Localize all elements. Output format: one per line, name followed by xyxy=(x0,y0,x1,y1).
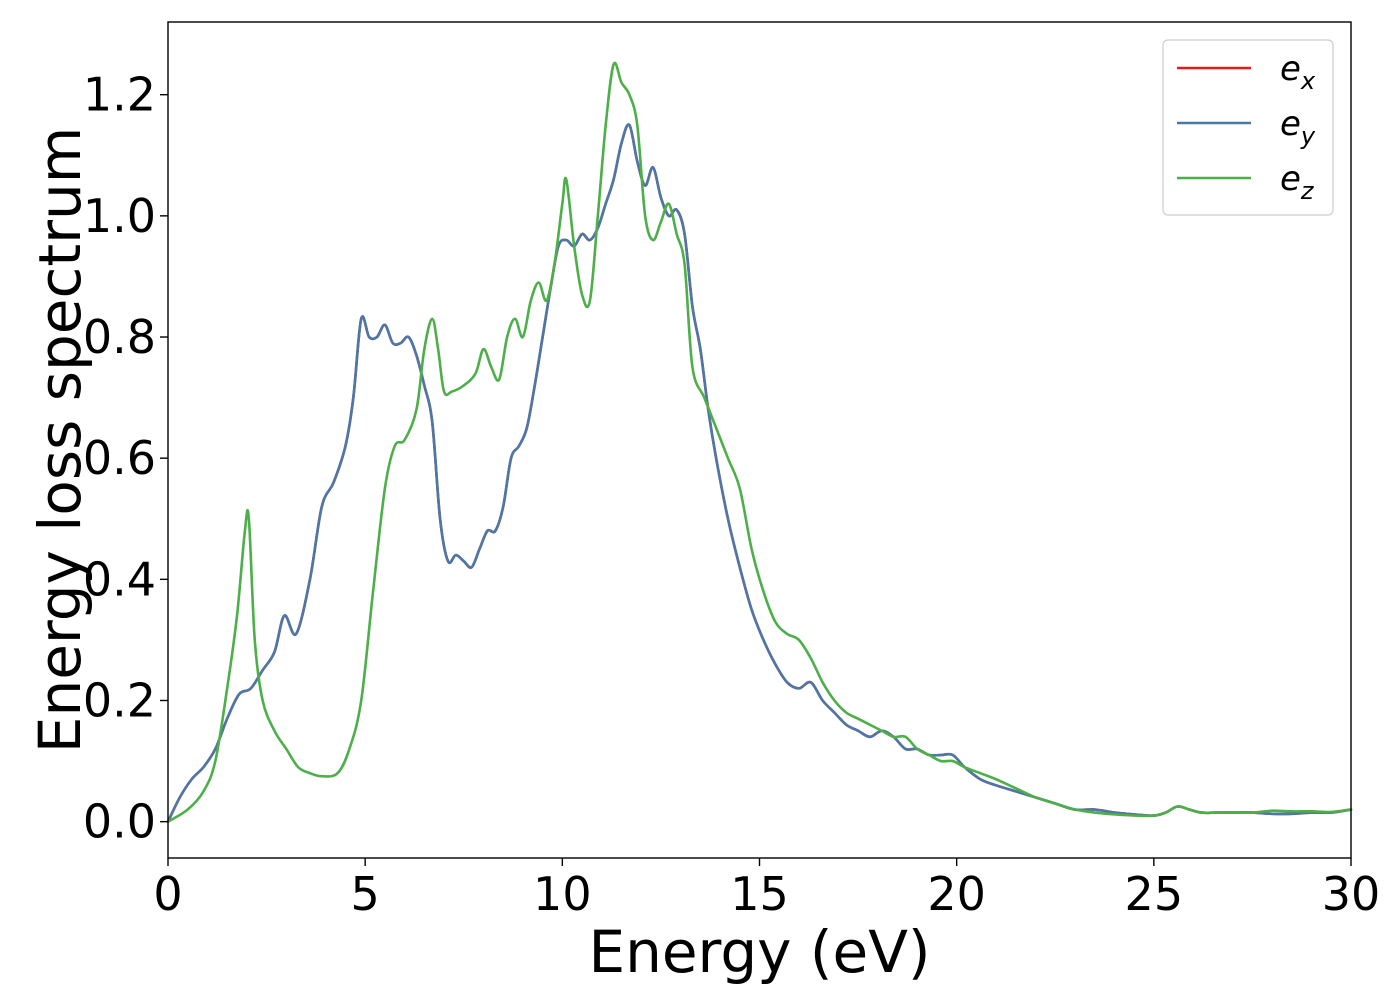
legend-label-subscript: z xyxy=(1300,177,1315,205)
y-tick-label: 0.6 xyxy=(83,431,156,485)
y-tick-label: 1.2 xyxy=(83,68,156,122)
series-line-z xyxy=(166,61,1353,823)
x-tick-label: 15 xyxy=(730,867,789,921)
x-axis-label: Energy (eV) xyxy=(588,918,930,986)
y-axis-label: Energy loss spectrum xyxy=(26,127,94,753)
series-line-x xyxy=(166,123,1353,823)
y-axis-ticks: 0.0 0.2 0.4 0.6 0.8 1.0 1.2 xyxy=(83,68,168,849)
y-tick-label: 0.4 xyxy=(83,552,156,606)
series-line-y xyxy=(166,123,1353,823)
x-tick-label: 30 xyxy=(1322,867,1381,921)
legend-box xyxy=(1162,39,1334,216)
x-tick-label: 25 xyxy=(1125,867,1184,921)
y-tick-label: 0.0 xyxy=(83,795,156,849)
legend-label-y: ey xyxy=(1280,104,1316,150)
y-tick-label: 1.0 xyxy=(83,189,156,243)
legend-label-subscript: x xyxy=(1300,67,1316,95)
legend-label-base: e xyxy=(1280,104,1301,144)
x-tick-label: 20 xyxy=(927,867,986,921)
legend-label-z: ez xyxy=(1280,159,1315,205)
x-axis-ticks: 0 5 10 15 20 25 30 xyxy=(153,858,1380,921)
series-layer xyxy=(166,61,1353,823)
legend-label-base: e xyxy=(1280,49,1301,89)
legend-label-base: e xyxy=(1280,159,1301,199)
x-tick-label: 5 xyxy=(351,867,380,921)
y-tick-label: 0.8 xyxy=(83,310,156,364)
x-tick-label: 10 xyxy=(533,867,592,921)
legend-label-subscript: y xyxy=(1300,122,1316,150)
x-tick-label: 0 xyxy=(153,867,182,921)
legend-label-x: ex xyxy=(1280,49,1316,95)
y-tick-label: 0.2 xyxy=(83,673,156,727)
